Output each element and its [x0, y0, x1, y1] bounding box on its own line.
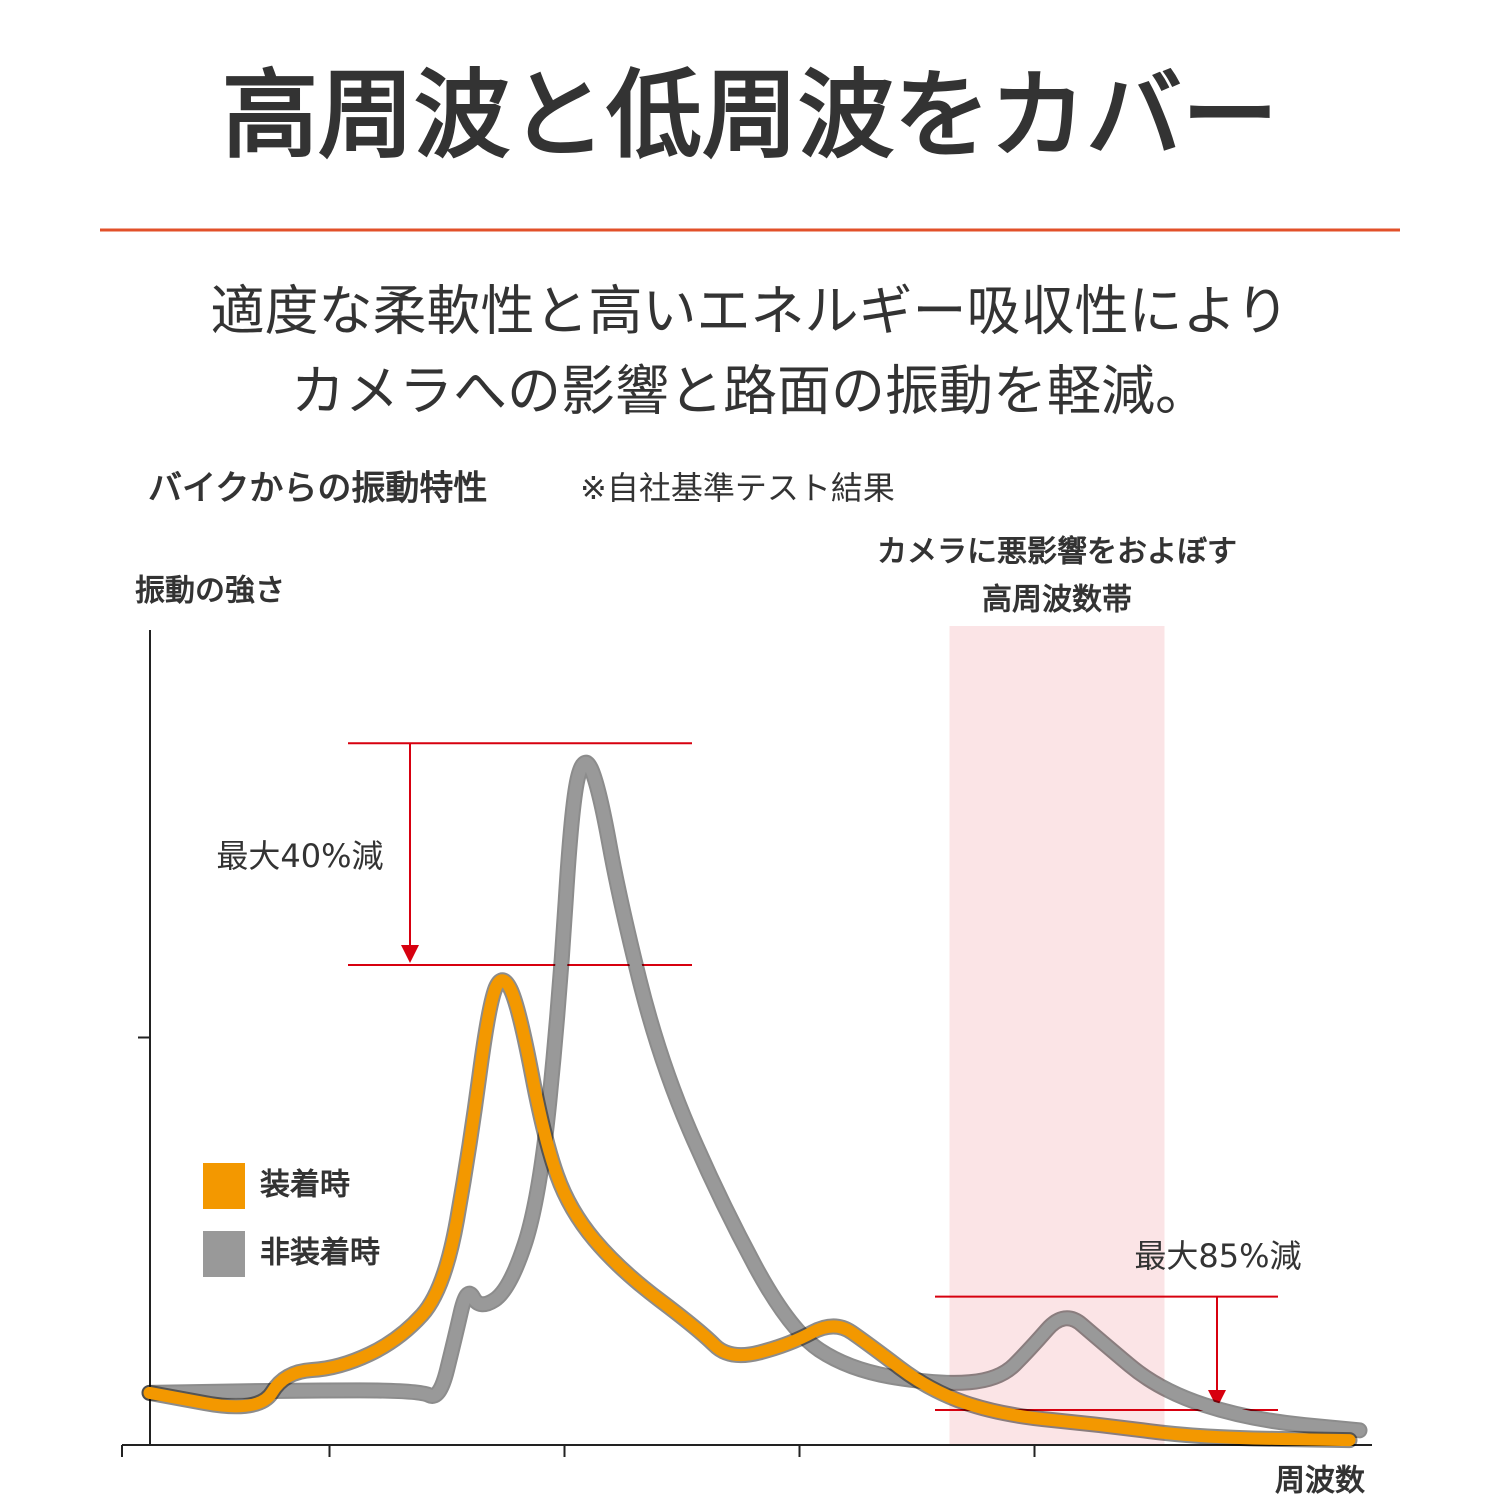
legend-label: 装着時 [260, 1168, 350, 1203]
legend-swatch [203, 1163, 245, 1209]
annotation-label: 最大85%減 [1134, 1237, 1301, 1275]
series-line [143, 974, 1356, 1447]
series-line [143, 756, 1366, 1437]
arrow-head [401, 944, 419, 963]
chart-note: ※自社基準テスト結果 [580, 469, 895, 507]
subtitle: カメラへの影響と路面の振動を軽減。 [291, 360, 1209, 423]
subtitle: 適度な柔軟性と高いエネルギー吸収性により [211, 280, 1290, 343]
title: 高周波と低周波をカバー [222, 59, 1278, 171]
chart-title: バイクからの振動特性 [148, 469, 487, 509]
highlight-band [949, 626, 1165, 1445]
band-label: カメラに悪影響をおよぼす [877, 535, 1237, 570]
legend-swatch [203, 1231, 245, 1277]
arrow-head [1208, 1389, 1226, 1408]
x-axis-label: 周波数 [1275, 1464, 1366, 1499]
annotation-label: 最大40%減 [216, 837, 383, 875]
y-axis-label: 振動の強さ [135, 574, 285, 609]
legend-label: 非装着時 [260, 1236, 380, 1271]
band-label: 高周波数帯 [982, 583, 1132, 618]
